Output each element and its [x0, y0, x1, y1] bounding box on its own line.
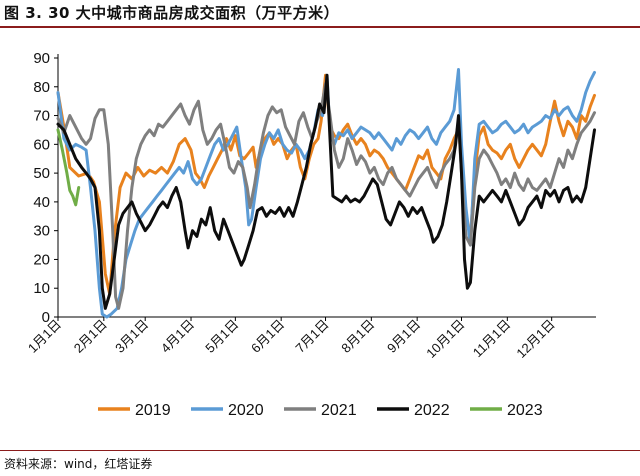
- x-tick-label: 5月1日: [202, 317, 241, 356]
- y-tick-label: 10: [33, 280, 50, 297]
- x-tick-label: 8月1日: [338, 317, 377, 356]
- series-layer: [56, 68, 596, 319]
- source-note: 资料来源：wind，红塔证券: [4, 457, 153, 471]
- x-tick-label: 11月1日: [470, 317, 514, 361]
- x-tick-label: 10月1日: [423, 317, 467, 361]
- footer-divider: [0, 450, 640, 451]
- y-tick-label: 20: [33, 251, 50, 268]
- y-tick-label: 70: [33, 108, 50, 125]
- series-line-2021: [56, 82, 596, 310]
- legend: 2019 2020 2021 2022 2023: [98, 402, 543, 419]
- x-tick-label: 4月1日: [158, 317, 197, 356]
- x-tick-label: 6月1日: [248, 317, 287, 356]
- y-tick-label: 60: [33, 136, 50, 153]
- x-tick-label: 12月1日: [513, 317, 557, 361]
- figure-title: 图 3. 30 大中城市商品房成交面积（万平方米）: [4, 4, 340, 22]
- y-tick-label: 40: [33, 194, 50, 211]
- x-tick-label: 7月1日: [292, 317, 331, 356]
- x-tick-label: 9月1日: [384, 317, 423, 356]
- x-axis: 1月1日 2月1日 3月1日 4月1日 5月1日 6月1日 7月1日 8月1日 9月1日 10月1…: [25, 316, 596, 361]
- y-tick-label: 30: [33, 223, 50, 240]
- legend-label-2022: 2022: [414, 402, 450, 419]
- title-divider: [0, 26, 640, 28]
- legend-label-2023: 2023: [507, 402, 543, 419]
- series-line-2020: [56, 68, 596, 319]
- x-tick-label: 2月1日: [71, 317, 110, 356]
- y-tick-label: 50: [33, 165, 50, 182]
- y-tick-label: 80: [33, 79, 50, 96]
- y-tick-label: 90: [33, 50, 50, 67]
- series-line-2023: [56, 128, 81, 207]
- title-bar: 图 3. 30 大中城市商品房成交面积（万平方米）: [0, 0, 640, 26]
- y-tick-label: 0: [42, 309, 50, 326]
- series-line-2019: [56, 73, 596, 296]
- series-line-2022: [56, 73, 596, 310]
- x-tick-label: 3月1日: [112, 317, 151, 356]
- legend-label-2020: 2020: [228, 402, 264, 419]
- line-chart: 0 10 20 30 40 50 60 70 80 90 1月1日 2月1日 3月1日 4月1日 5月1日…: [25, 50, 596, 419]
- legend-label-2019: 2019: [135, 402, 171, 419]
- y-axis: 0 10 20 30 40 50 60 70 80 90: [33, 50, 59, 326]
- legend-label-2021: 2021: [321, 402, 357, 419]
